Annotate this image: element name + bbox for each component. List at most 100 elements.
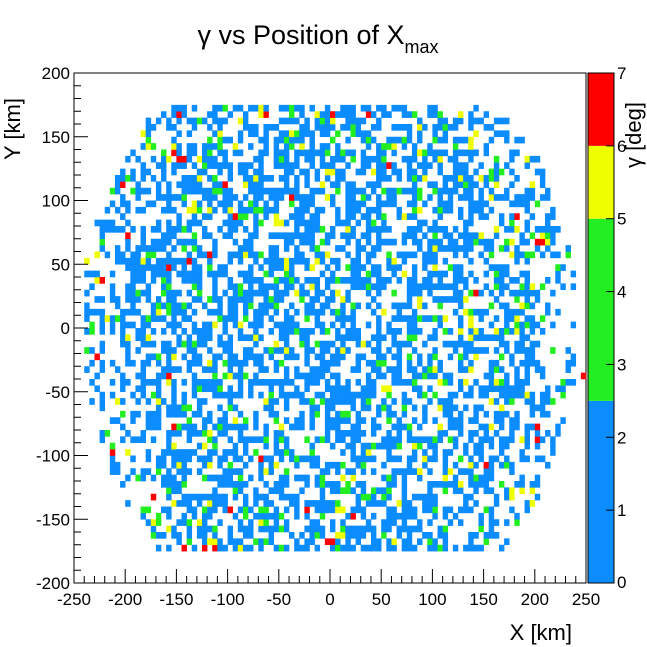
heatmap-cell: [473, 410, 479, 418]
heatmap-cell: [458, 423, 464, 431]
heatmap-cell: [488, 468, 495, 475]
heatmap-cell: [268, 512, 274, 520]
heatmap-cell: [468, 213, 474, 220]
heatmap-cell: [268, 124, 274, 131]
heatmap-cell: [253, 328, 259, 335]
heatmap-cell: [309, 404, 315, 412]
heatmap-cell: [545, 308, 551, 316]
heatmap-cell: [509, 213, 515, 220]
heatmap-cell: [406, 359, 413, 367]
heatmap-cell: [176, 111, 182, 118]
heatmap-cell: [268, 232, 274, 240]
heatmap-cell: [314, 519, 321, 526]
heatmap-cell: [191, 359, 198, 367]
heatmap-cell: [304, 302, 310, 310]
heatmap-cell: [283, 404, 290, 412]
heatmap-cell: [488, 245, 495, 252]
heatmap-cell: [365, 449, 372, 456]
heatmap-cell: [283, 379, 290, 386]
heatmap-cell: [370, 155, 377, 163]
heatmap-cell: [360, 385, 367, 393]
heatmap-cell: [263, 302, 269, 310]
heatmap-cell: [222, 449, 228, 456]
heatmap-cell: [207, 347, 213, 354]
heatmap-cell: [427, 257, 433, 265]
heatmap-cell: [458, 162, 464, 169]
heatmap-cell: [186, 404, 193, 412]
heatmap-cell: [330, 391, 336, 399]
heatmap-cell: [191, 493, 198, 501]
heatmap-cell: [130, 175, 136, 182]
heatmap-cell: [370, 334, 377, 342]
heatmap-cell: [253, 104, 259, 112]
heatmap-cell: [345, 162, 351, 169]
heatmap-cell: [258, 321, 264, 329]
heatmap-cell: [145, 315, 152, 322]
heatmap-cell: [186, 155, 193, 163]
heatmap-cell: [560, 417, 566, 424]
heatmap-cell: [473, 117, 479, 125]
heatmap-cell: [411, 506, 418, 514]
heatmap-cell: [370, 226, 377, 233]
heatmap-cell: [253, 359, 259, 367]
heatmap-cell: [150, 474, 157, 482]
heatmap-cell: [309, 155, 315, 163]
heatmap-cell: [283, 334, 290, 342]
heatmap-cell: [248, 379, 254, 386]
heatmap-cell: [386, 143, 392, 150]
heatmap-cell: [340, 149, 346, 157]
heatmap-cell: [417, 289, 423, 297]
heatmap-cell: [273, 149, 280, 157]
heatmap-cell: [488, 379, 495, 386]
heatmap-cell: [330, 296, 336, 303]
heatmap-cell: [299, 238, 305, 246]
heatmap-cell: [427, 277, 433, 284]
heatmap-cell: [171, 226, 177, 233]
heatmap-cell: [381, 226, 387, 233]
heatmap-cell: [207, 200, 213, 208]
heatmap-cell: [529, 194, 536, 201]
heatmap-cell: [155, 264, 162, 271]
heatmap-cell: [109, 379, 116, 386]
heatmap-cell: [237, 270, 244, 278]
heatmap-cell: [232, 372, 239, 380]
heatmap-cell: [304, 130, 310, 138]
heatmap-cell: [222, 187, 228, 195]
heatmap-cell: [155, 398, 162, 405]
heatmap-cell: [427, 538, 433, 546]
heatmap-cell: [181, 461, 187, 469]
heatmap-cell: [509, 328, 515, 335]
heatmap-cell: [273, 155, 280, 163]
heatmap-cell: [340, 168, 346, 176]
heatmap-cell: [181, 181, 187, 189]
heatmap-cell: [242, 506, 249, 514]
heatmap-cell: [191, 181, 198, 189]
heatmap-cell: [217, 149, 223, 157]
heatmap-cell: [140, 468, 146, 475]
heatmap-cell: [258, 194, 264, 201]
heatmap-cell: [406, 226, 413, 233]
heatmap-cell: [268, 328, 274, 335]
heatmap-cell: [120, 257, 126, 265]
heatmap-cell: [345, 104, 351, 112]
heatmap-cell: [534, 289, 541, 297]
heatmap-cell: [237, 410, 244, 418]
heatmap-cell: [468, 206, 474, 214]
heatmap-cell: [278, 436, 285, 444]
heatmap-cell: [447, 436, 454, 444]
heatmap-cell: [345, 194, 351, 201]
heatmap-cell: [202, 366, 208, 373]
heatmap-cell: [109, 359, 116, 367]
heatmap-cell: [427, 493, 433, 501]
heatmap-cell: [509, 277, 515, 284]
heatmap-cell: [345, 213, 351, 220]
heatmap-cell: [248, 143, 254, 150]
heatmap-cell: [386, 481, 392, 488]
heatmap-cell: [319, 366, 326, 373]
heatmap-cell: [519, 347, 525, 354]
heatmap-cell: [391, 187, 397, 195]
heatmap-cell: [273, 481, 280, 488]
heatmap-cell: [166, 226, 172, 233]
heatmap-cell: [135, 264, 141, 271]
heatmap-cell: [411, 194, 418, 201]
